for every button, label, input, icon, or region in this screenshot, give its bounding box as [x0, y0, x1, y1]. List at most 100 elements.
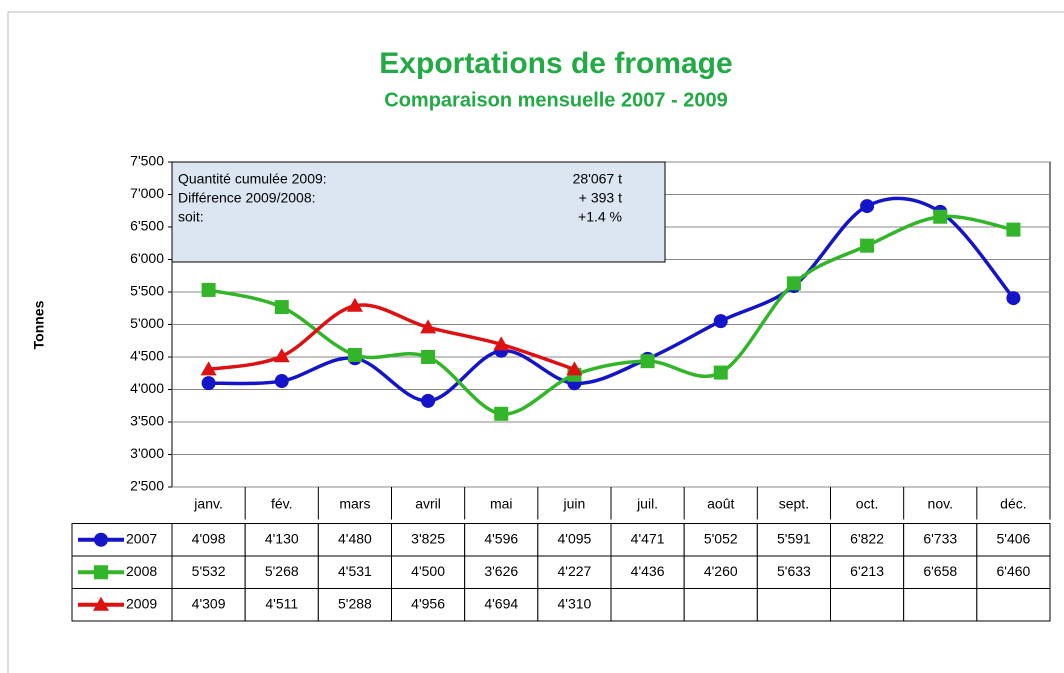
- y-tick-label: 3'000: [130, 445, 164, 461]
- table-value: 4'098: [192, 530, 226, 546]
- x-tick-label: déc.: [1000, 496, 1026, 512]
- table-value: 5'591: [777, 530, 811, 546]
- table-cell: [683, 588, 758, 622]
- table-cell: [683, 523, 758, 557]
- y-tick-label: 7'500: [130, 153, 164, 169]
- y-tick-label: 7'000: [130, 185, 164, 201]
- annotation-label: soit:: [178, 209, 204, 225]
- point: [421, 393, 436, 408]
- table-cell: [464, 588, 539, 622]
- y-axis-label: Tonnes: [31, 300, 47, 349]
- y-tick-label: 3'500: [130, 413, 164, 429]
- table-value: 4'436: [631, 563, 665, 579]
- table-value: 4'511: [265, 595, 298, 611]
- x-tick-label: fév.: [271, 496, 293, 512]
- table-cell: [171, 523, 246, 557]
- table-value: 4'694: [484, 595, 518, 611]
- table-cell: [317, 523, 393, 557]
- annotation-label: Quantité cumulée 2009:: [178, 171, 327, 187]
- x-tick-label: juil.: [636, 496, 658, 512]
- point: [566, 361, 583, 376]
- table-cell: [903, 555, 978, 589]
- table-value: 4'531: [338, 563, 372, 579]
- table-value: 5'406: [997, 530, 1031, 546]
- table-cell: [391, 555, 466, 589]
- point: [640, 354, 655, 369]
- table-cell: [610, 523, 685, 557]
- x-tick-label: janv.: [193, 496, 223, 512]
- point: [274, 374, 289, 389]
- table-cell: [244, 588, 319, 622]
- table-value: 6'822: [850, 530, 884, 546]
- point: [420, 319, 437, 334]
- table-value: 4'227: [558, 563, 592, 579]
- chart-title: Exportations de fromage: [379, 47, 732, 80]
- table-value: 4'596: [484, 530, 518, 546]
- point: [347, 347, 362, 362]
- table-cell: [317, 555, 393, 589]
- x-tick-label: mai: [490, 496, 513, 512]
- point: [860, 199, 875, 214]
- table-value: 6'733: [923, 530, 957, 546]
- table-value: 3'626: [484, 563, 518, 579]
- table-cell: [610, 588, 685, 622]
- table-cell: [464, 555, 539, 589]
- table-value: 4'956: [411, 595, 445, 611]
- legend-label: 2008: [126, 563, 157, 579]
- x-tick-label: sept.: [779, 496, 809, 512]
- y-tick-label: 5'000: [130, 315, 164, 331]
- table-cell: [756, 523, 831, 557]
- y-tick-label: 5'500: [130, 283, 164, 299]
- legend-marker: [94, 565, 108, 580]
- point: [713, 314, 728, 329]
- table-cell: [756, 588, 831, 622]
- point: [713, 365, 728, 380]
- y-tick-label: 6'000: [130, 250, 164, 266]
- legend-marker: [93, 596, 109, 611]
- annotation-value: + 393 t: [579, 190, 622, 206]
- x-tick-label: nov.: [928, 496, 953, 512]
- point: [1006, 291, 1021, 306]
- table-cell: [976, 588, 1051, 622]
- table-value: 5'532: [192, 563, 226, 579]
- table-cell: [171, 555, 246, 589]
- table-value: 4'309: [192, 595, 226, 611]
- table-value: 4'095: [558, 530, 592, 546]
- table-value: 4'480: [338, 530, 372, 546]
- point: [346, 297, 363, 312]
- table-value: 5'288: [338, 595, 372, 611]
- point: [201, 282, 216, 297]
- x-tick-label: avril: [415, 496, 441, 512]
- x-tick-label: mars: [339, 496, 370, 512]
- chart-subtitle: Comparaison mensuelle 2007 - 2009: [384, 89, 728, 111]
- annotation-box: [171, 161, 666, 263]
- table-value: 6'658: [923, 563, 957, 579]
- table-cell: [537, 588, 612, 622]
- table-value: 4'260: [704, 563, 738, 579]
- table-cell: [537, 555, 612, 589]
- annotation-value: 28'067 t: [573, 171, 622, 187]
- point: [421, 350, 436, 364]
- table-value: 6'213: [850, 563, 884, 579]
- point: [1006, 222, 1021, 237]
- y-tick-label: 4'500: [130, 348, 164, 364]
- y-tick-label: 6'500: [130, 218, 164, 234]
- annotation-label: Différence 2009/2008:: [178, 190, 316, 206]
- table-value: 4'471: [631, 530, 665, 546]
- table-value: 5'268: [265, 563, 299, 579]
- legend-label: 2007: [126, 530, 157, 546]
- point: [493, 336, 510, 351]
- y-tick-label: 4'000: [130, 380, 164, 396]
- table-cell: [830, 555, 905, 589]
- x-tick-label: juin: [563, 496, 586, 512]
- legend-marker: [94, 532, 108, 547]
- table-cell: [391, 588, 466, 622]
- point: [494, 406, 509, 421]
- table-value: 5'633: [777, 563, 811, 579]
- table-cell: [976, 523, 1051, 557]
- table-value: 4'500: [411, 563, 445, 579]
- table-value: 5'052: [704, 530, 738, 546]
- table-value: 3'825: [411, 530, 445, 546]
- table-value: 6'460: [997, 563, 1031, 579]
